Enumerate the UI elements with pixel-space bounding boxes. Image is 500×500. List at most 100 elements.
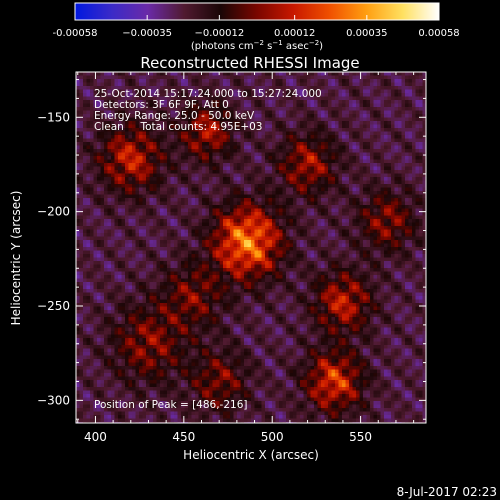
heatmap-cell [380,233,385,237]
heatmap-cell [184,138,189,143]
heatmap-cell [104,100,108,104]
heatmap-cell [366,166,371,171]
heatmap-cell [128,103,133,108]
heatmap-cell [373,114,378,118]
heatmap-cell [349,72,353,76]
heatmap-cell [198,107,203,111]
heatmap-cell [380,149,385,153]
heatmap-cell [415,180,420,185]
heatmap-cell [86,156,91,160]
heatmap-cell [90,117,94,122]
heatmap-cell [191,236,196,241]
heatmap-cell [314,117,318,122]
heatmap-cell [279,86,283,90]
heatmap-cell [135,86,140,90]
heatmap-cell [132,114,136,118]
heatmap-cell [415,142,420,146]
heatmap-cell [268,215,273,220]
heatmap-cell [142,82,147,87]
heatmap-cell [422,233,426,237]
heatmap-cell [328,201,332,206]
heatmap-cell [370,145,374,150]
heatmap-cell [156,236,161,241]
heatmap-cell [401,128,406,132]
heatmap-cell [205,243,210,248]
heatmap-cell [79,128,84,132]
heatmap-cell [300,191,304,195]
heatmap-cell [303,233,308,237]
heatmap-cell [226,219,231,223]
heatmap-cell [107,89,112,94]
heatmap-cell [107,107,112,111]
heatmap-cell [76,124,80,129]
heatmap-cell [90,72,94,76]
heatmap-cell [342,142,346,146]
heatmap-cell [258,177,262,181]
heatmap-cell [146,243,150,248]
heatmap-cell [380,135,385,139]
heatmap-cell [195,170,199,174]
heatmap-cell [198,156,203,160]
heatmap-cell [286,79,290,83]
heatmap-cell [226,180,231,185]
heatmap-cell [405,110,409,115]
heatmap-cell [363,121,367,125]
heatmap-cell [398,184,402,188]
heatmap-cell [205,93,210,97]
heatmap-cell [398,194,402,199]
heatmap-cell [153,82,157,87]
heatmap-cell [394,121,399,125]
heatmap-cell [163,173,168,178]
heatmap-cell [177,222,182,227]
heatmap-cell [254,96,259,101]
heatmap-cell [338,215,343,220]
heatmap-cell [184,201,189,206]
heatmap-cell [177,72,182,76]
heatmap-cell [160,121,164,125]
heatmap-cell [174,243,178,248]
heatmap-cell [331,152,336,157]
heatmap-cell [83,219,87,223]
heatmap-cell [391,124,395,129]
heatmap-cell [268,107,273,111]
heatmap-cell [384,100,388,104]
heatmap-cell [335,177,339,181]
heatmap-cell [114,219,119,223]
heatmap-cell [233,243,238,248]
heatmap-cell [380,191,385,195]
heatmap-cell [132,198,136,202]
heatmap-cell [258,103,262,108]
heatmap-cell [167,156,171,160]
heatmap-cell [380,226,385,230]
heatmap-cell [209,96,213,101]
heatmap-cell [296,166,301,171]
heatmap-cell [230,180,234,185]
heatmap-cell [170,145,175,150]
heatmap-cell [258,215,262,220]
heatmap-cell [121,180,126,185]
heatmap-cell [293,201,297,206]
heatmap-cell [335,180,339,185]
heatmap-cell [223,180,227,185]
heatmap-cell [317,191,322,195]
heatmap-cell [93,117,98,122]
heatmap-cell [177,117,182,122]
heatmap-cell [265,205,269,209]
heatmap-cell [265,149,269,153]
heatmap-cell [314,114,318,118]
heatmap-cell [163,163,168,167]
heatmap-cell [100,198,105,202]
heatmap-cell [317,138,322,143]
heatmap-cell [401,208,406,213]
heatmap-cell [310,173,315,178]
heatmap-cell [202,243,206,248]
heatmap-cell [160,215,164,220]
heatmap-cell [338,159,343,164]
heatmap-cell [100,86,105,90]
heatmap-cell [149,131,154,136]
heatmap-cell [237,145,241,150]
heatmap-cell [135,117,140,122]
heatmap-cell [275,163,280,167]
heatmap-cell [412,173,416,178]
heatmap-cell [163,208,168,213]
